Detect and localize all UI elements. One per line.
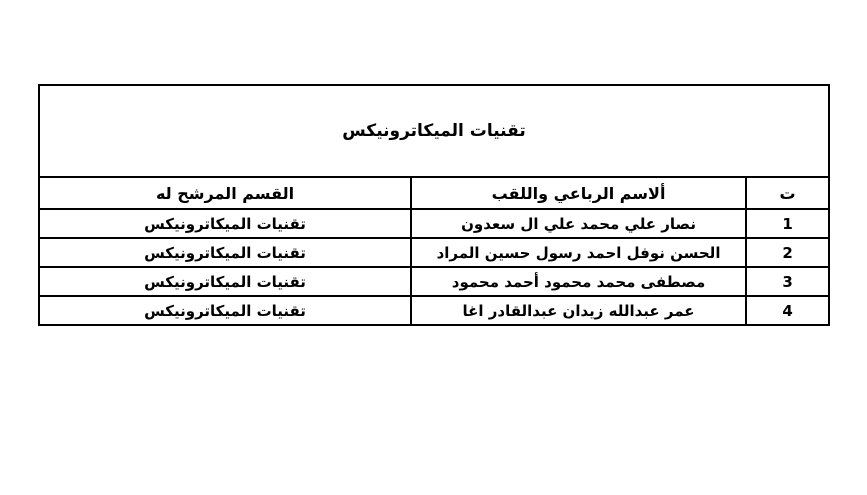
cell-department: تقنيات الميكاترونيكس bbox=[37, 295, 413, 326]
table-row: 3 مصطفى محمد محمود أحمد محمود تقنيات الم… bbox=[37, 266, 831, 297]
candidates-table: تقنيات الميكاترونيكس ت ألاسم الرباعي وال… bbox=[37, 84, 831, 326]
cell-name: الحسن نوفل احمد رسول حسين المراد bbox=[410, 237, 748, 268]
cell-department: تقنيات الميكاترونيكس bbox=[37, 208, 413, 239]
cell-index: 4 bbox=[745, 295, 831, 326]
cell-index: 2 bbox=[745, 237, 831, 268]
header-index: ت bbox=[745, 176, 831, 210]
header-name: ألاسم الرباعي واللقب bbox=[410, 176, 748, 210]
cell-department: تقنيات الميكاترونيكس bbox=[37, 266, 413, 297]
cell-index: 1 bbox=[745, 208, 831, 239]
table-row: 4 عمر عبدالله زيدان عبدالقادر اغا تقنيات… bbox=[37, 295, 831, 326]
cell-name: عمر عبدالله زيدان عبدالقادر اغا bbox=[410, 295, 748, 326]
table-row: 2 الحسن نوفل احمد رسول حسين المراد تقنيا… bbox=[37, 237, 831, 268]
table-title: تقنيات الميكاترونيكس bbox=[37, 84, 831, 178]
table-title-row: تقنيات الميكاترونيكس bbox=[37, 84, 831, 178]
cell-name: مصطفى محمد محمود أحمد محمود bbox=[410, 266, 748, 297]
header-department: القسم المرشح له bbox=[37, 176, 413, 210]
cell-index: 3 bbox=[745, 266, 831, 297]
table-header-row: ت ألاسم الرباعي واللقب القسم المرشح له bbox=[37, 176, 831, 210]
cell-department: تقنيات الميكاترونيكس bbox=[37, 237, 413, 268]
table-row: 1 نصار علي محمد علي ال سعدون تقنيات المي… bbox=[37, 208, 831, 239]
cell-name: نصار علي محمد علي ال سعدون bbox=[410, 208, 748, 239]
